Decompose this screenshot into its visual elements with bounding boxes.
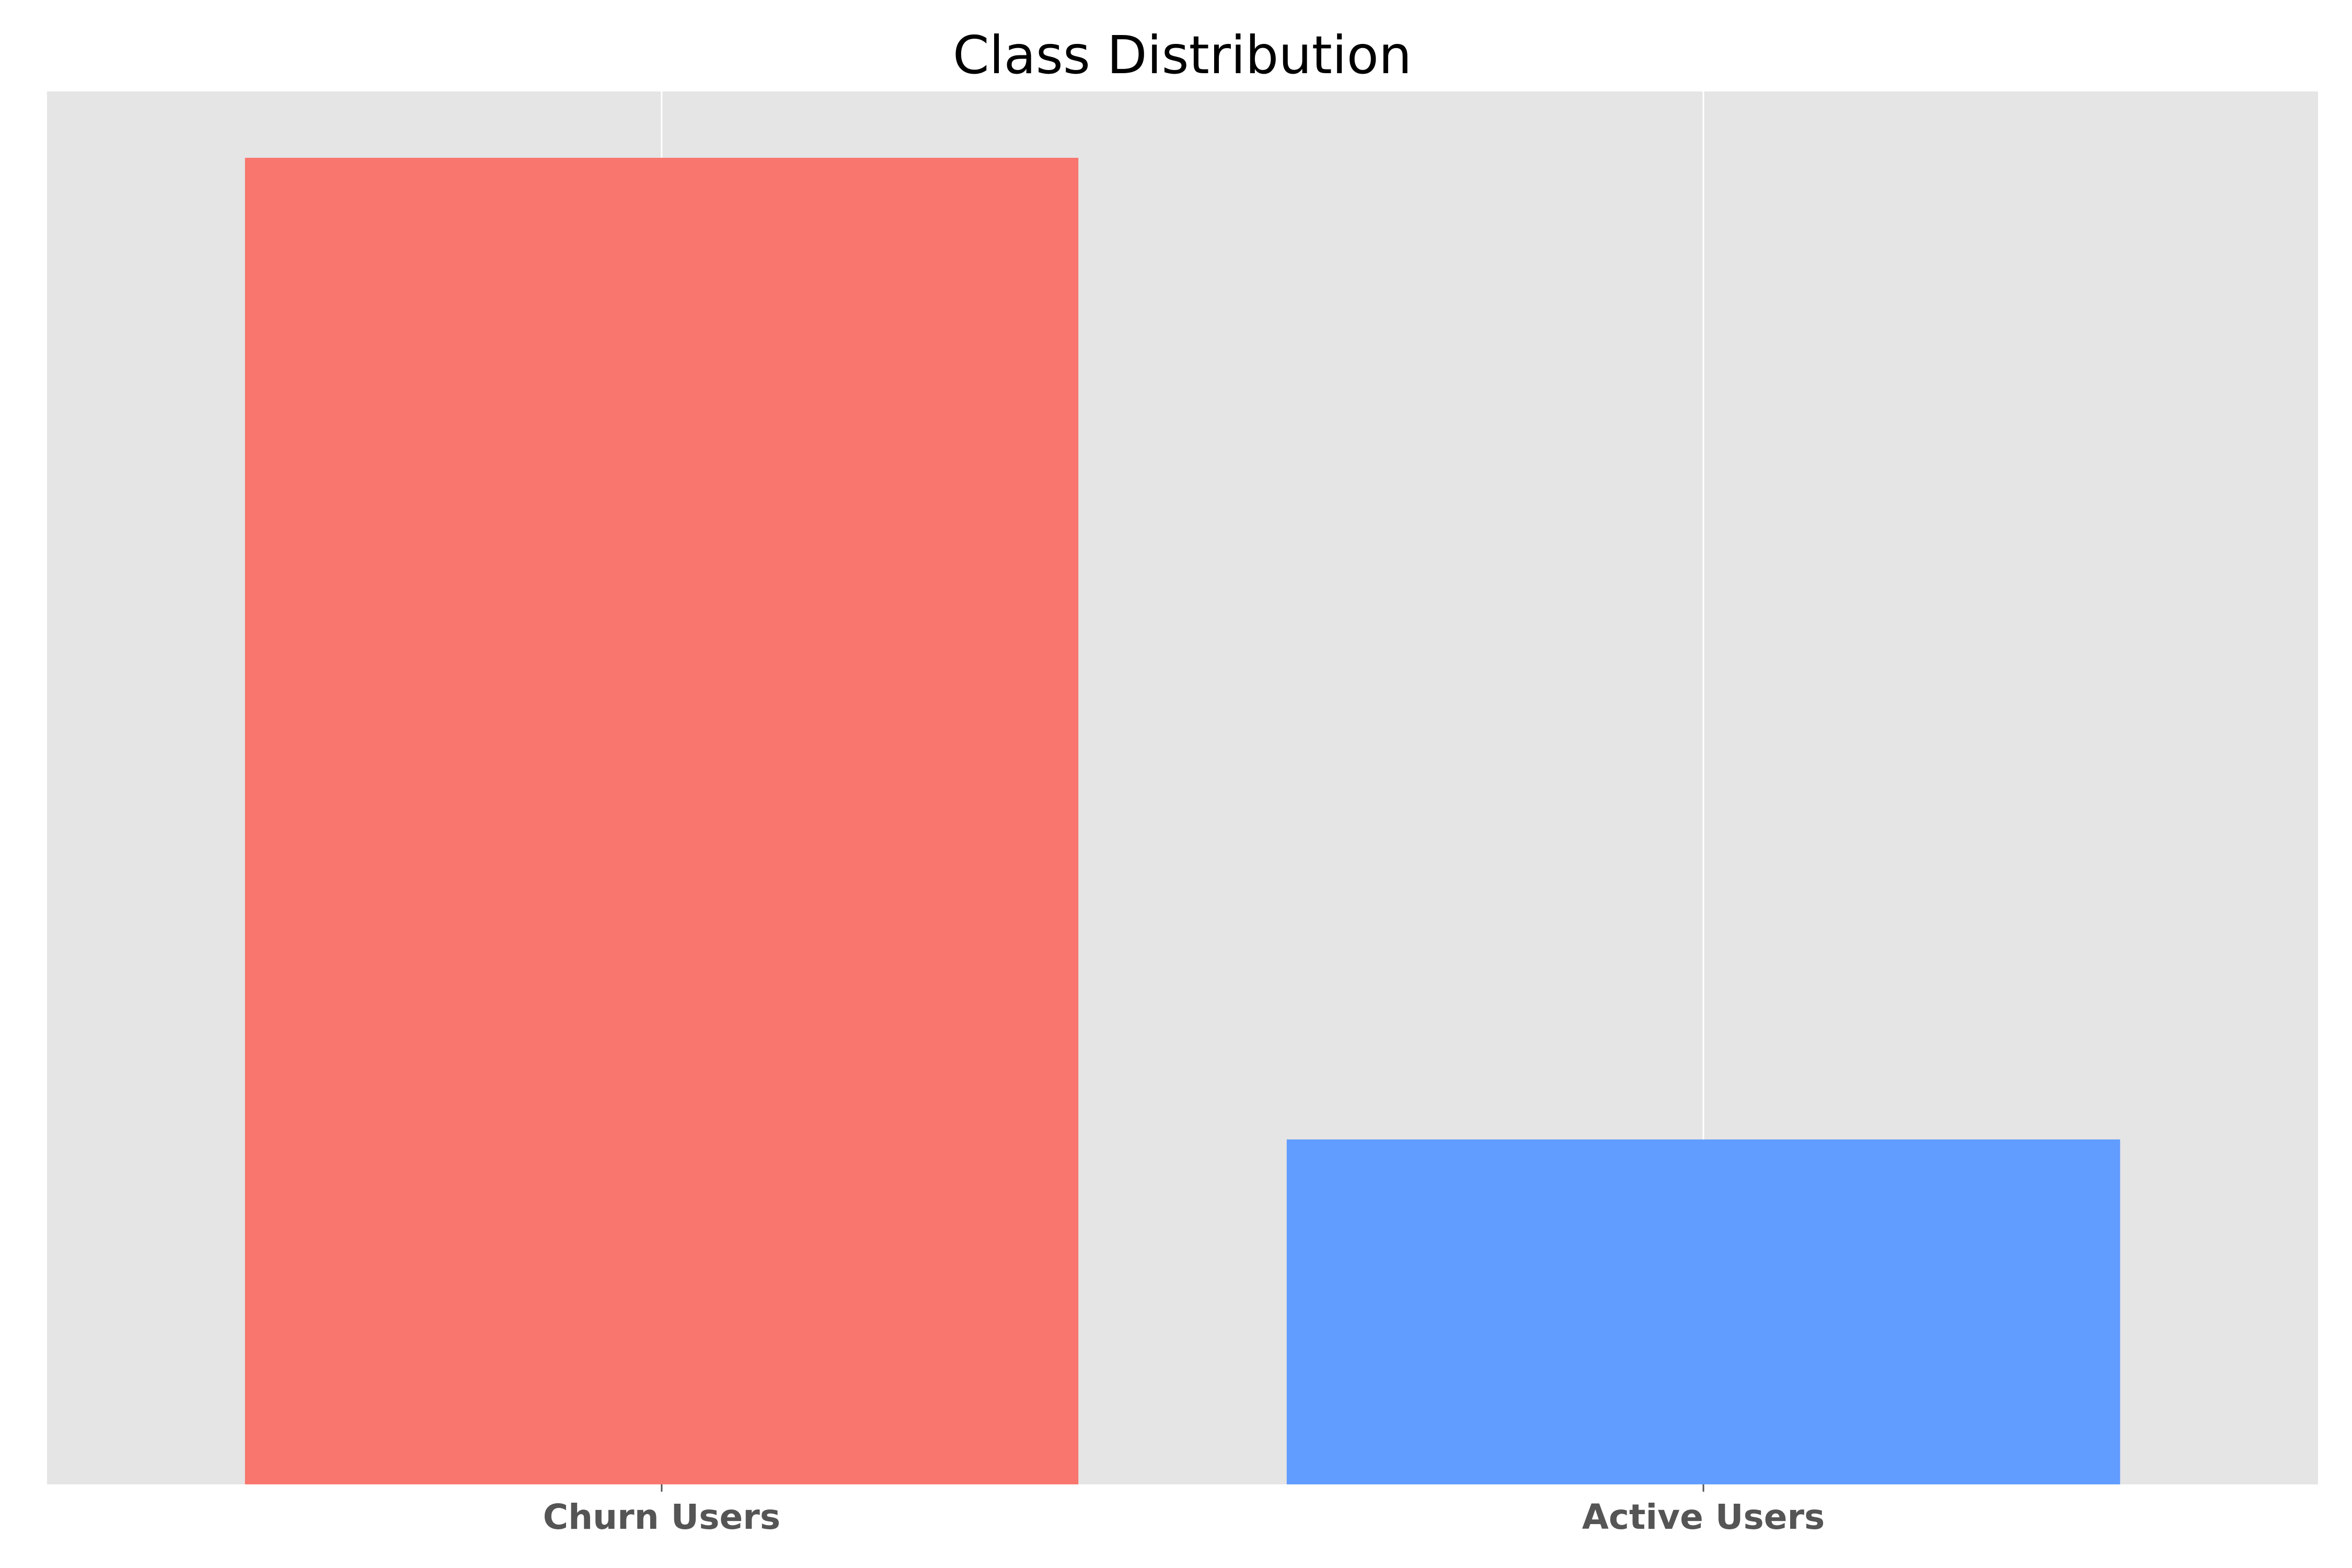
chart-title: Class Distribution bbox=[953, 25, 1412, 86]
x-tick-label-active-users: Active Users bbox=[1582, 1497, 1825, 1537]
bars bbox=[245, 157, 2120, 1484]
bar-churn-users bbox=[245, 157, 1079, 1484]
x-tick-label-churn-users: Churn Users bbox=[543, 1497, 780, 1537]
bar-active-users bbox=[1286, 1139, 2120, 1484]
x-tick-labels: Churn Users Active Users bbox=[543, 1484, 1825, 1537]
